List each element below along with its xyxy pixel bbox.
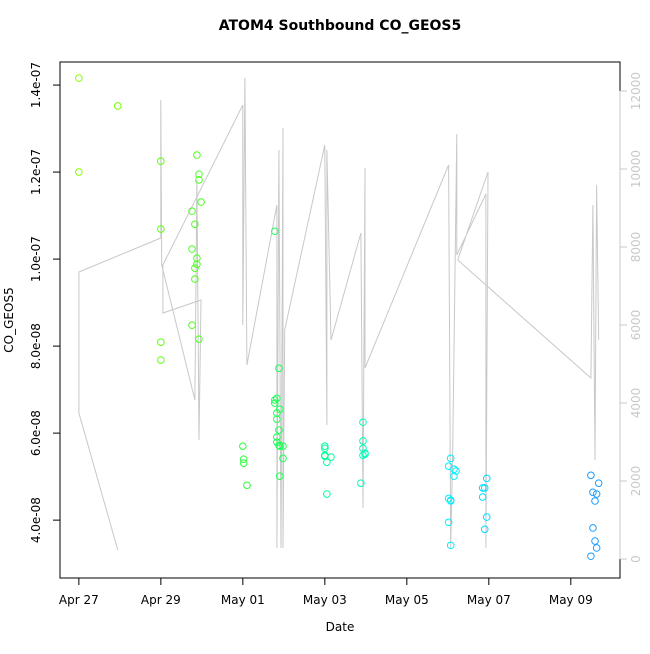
data-point xyxy=(114,102,122,110)
data-point xyxy=(275,405,284,413)
data-point xyxy=(361,449,369,457)
data-point xyxy=(587,471,595,480)
data-point xyxy=(273,433,281,441)
data-point xyxy=(446,497,455,505)
data-point xyxy=(188,207,196,216)
y-tick-label: 1.2e-07 xyxy=(29,149,43,195)
data-point xyxy=(591,497,599,505)
data-point xyxy=(478,493,487,501)
data-point xyxy=(275,441,283,450)
data-point xyxy=(279,442,287,450)
data-point xyxy=(239,455,248,464)
data-point xyxy=(157,225,165,233)
chart-title: ATOM4 Southbound CO_GEOS5 xyxy=(219,18,462,34)
data-point xyxy=(323,490,331,498)
data-point xyxy=(446,541,455,550)
x-tick-label: May 07 xyxy=(467,593,511,607)
x-axis-label: Date xyxy=(326,620,355,634)
data-point xyxy=(359,418,367,427)
x-tick-label: Apr 27 xyxy=(59,593,99,607)
data-point xyxy=(482,513,491,521)
y-axis-label: CO_GEOS5 xyxy=(2,287,16,352)
data-point xyxy=(243,481,251,490)
data-point xyxy=(197,198,205,206)
data-point xyxy=(195,170,203,179)
y2-tick-label: 2000 xyxy=(629,466,643,497)
data-point xyxy=(273,415,281,423)
data-point xyxy=(592,544,601,552)
data-point xyxy=(195,176,203,184)
y2-tick-label: 12000 xyxy=(629,72,643,110)
data-point xyxy=(191,264,199,273)
y2-tick-label: 4000 xyxy=(629,388,643,419)
data-point xyxy=(75,74,83,82)
data-point xyxy=(587,552,595,561)
y2-tick-label: 10000 xyxy=(629,150,643,188)
data-point xyxy=(478,484,487,492)
data-point xyxy=(75,168,83,176)
data-point xyxy=(273,394,281,403)
data-point xyxy=(191,220,199,229)
data-point xyxy=(275,472,284,480)
data-point xyxy=(591,537,599,545)
y-tick-label: 8.0e-08 xyxy=(29,323,43,369)
data-point xyxy=(239,459,248,467)
y-tick-label: 4.0e-08 xyxy=(29,497,43,543)
data-point xyxy=(359,451,367,460)
data-point xyxy=(327,453,335,461)
y-tick-label: 1.0e-07 xyxy=(29,236,43,282)
data-point xyxy=(193,260,201,269)
data-point xyxy=(589,488,597,497)
data-point xyxy=(275,442,284,450)
data-point xyxy=(275,426,283,434)
data-point xyxy=(157,338,165,346)
data-point xyxy=(480,484,489,492)
data-point xyxy=(271,396,279,404)
data-point xyxy=(321,442,329,450)
y2-tick-label: 0 xyxy=(629,555,643,563)
data-point xyxy=(188,321,196,330)
data-point xyxy=(444,518,453,527)
y-tick-label: 1.4e-07 xyxy=(29,62,43,108)
x-tick-label: Apr 29 xyxy=(141,593,181,607)
data-point xyxy=(482,474,491,483)
data-point xyxy=(452,467,460,475)
data-point xyxy=(359,437,367,445)
x-tick-label: May 03 xyxy=(303,593,347,607)
data-point xyxy=(357,479,365,487)
data-point xyxy=(323,458,331,467)
data-point xyxy=(275,364,283,373)
data-point xyxy=(592,490,601,498)
data-point xyxy=(191,275,199,283)
x-tick-label: May 01 xyxy=(221,593,265,607)
y-tick-label: 6.0e-08 xyxy=(29,410,43,456)
data-point xyxy=(446,454,455,463)
data-point xyxy=(480,525,489,534)
x-tick-label: May 09 xyxy=(549,593,593,607)
plot-box xyxy=(59,61,621,579)
data-point xyxy=(271,399,279,407)
data-point xyxy=(193,254,201,263)
data-point xyxy=(157,157,165,165)
y2-tick-label: 6000 xyxy=(629,310,643,341)
data-point xyxy=(271,227,279,236)
y2-tick-label: 8000 xyxy=(629,232,643,263)
data-point xyxy=(195,335,203,343)
data-point xyxy=(450,465,458,474)
data-point xyxy=(444,494,453,503)
data-point xyxy=(239,442,247,450)
altitude-line xyxy=(78,77,600,551)
data-point xyxy=(594,479,603,487)
data-point xyxy=(188,245,196,253)
x-tick-label: May 05 xyxy=(385,593,429,607)
data-point xyxy=(157,356,165,364)
data-point xyxy=(589,524,597,532)
data-point xyxy=(279,454,287,463)
data-point xyxy=(193,151,201,159)
